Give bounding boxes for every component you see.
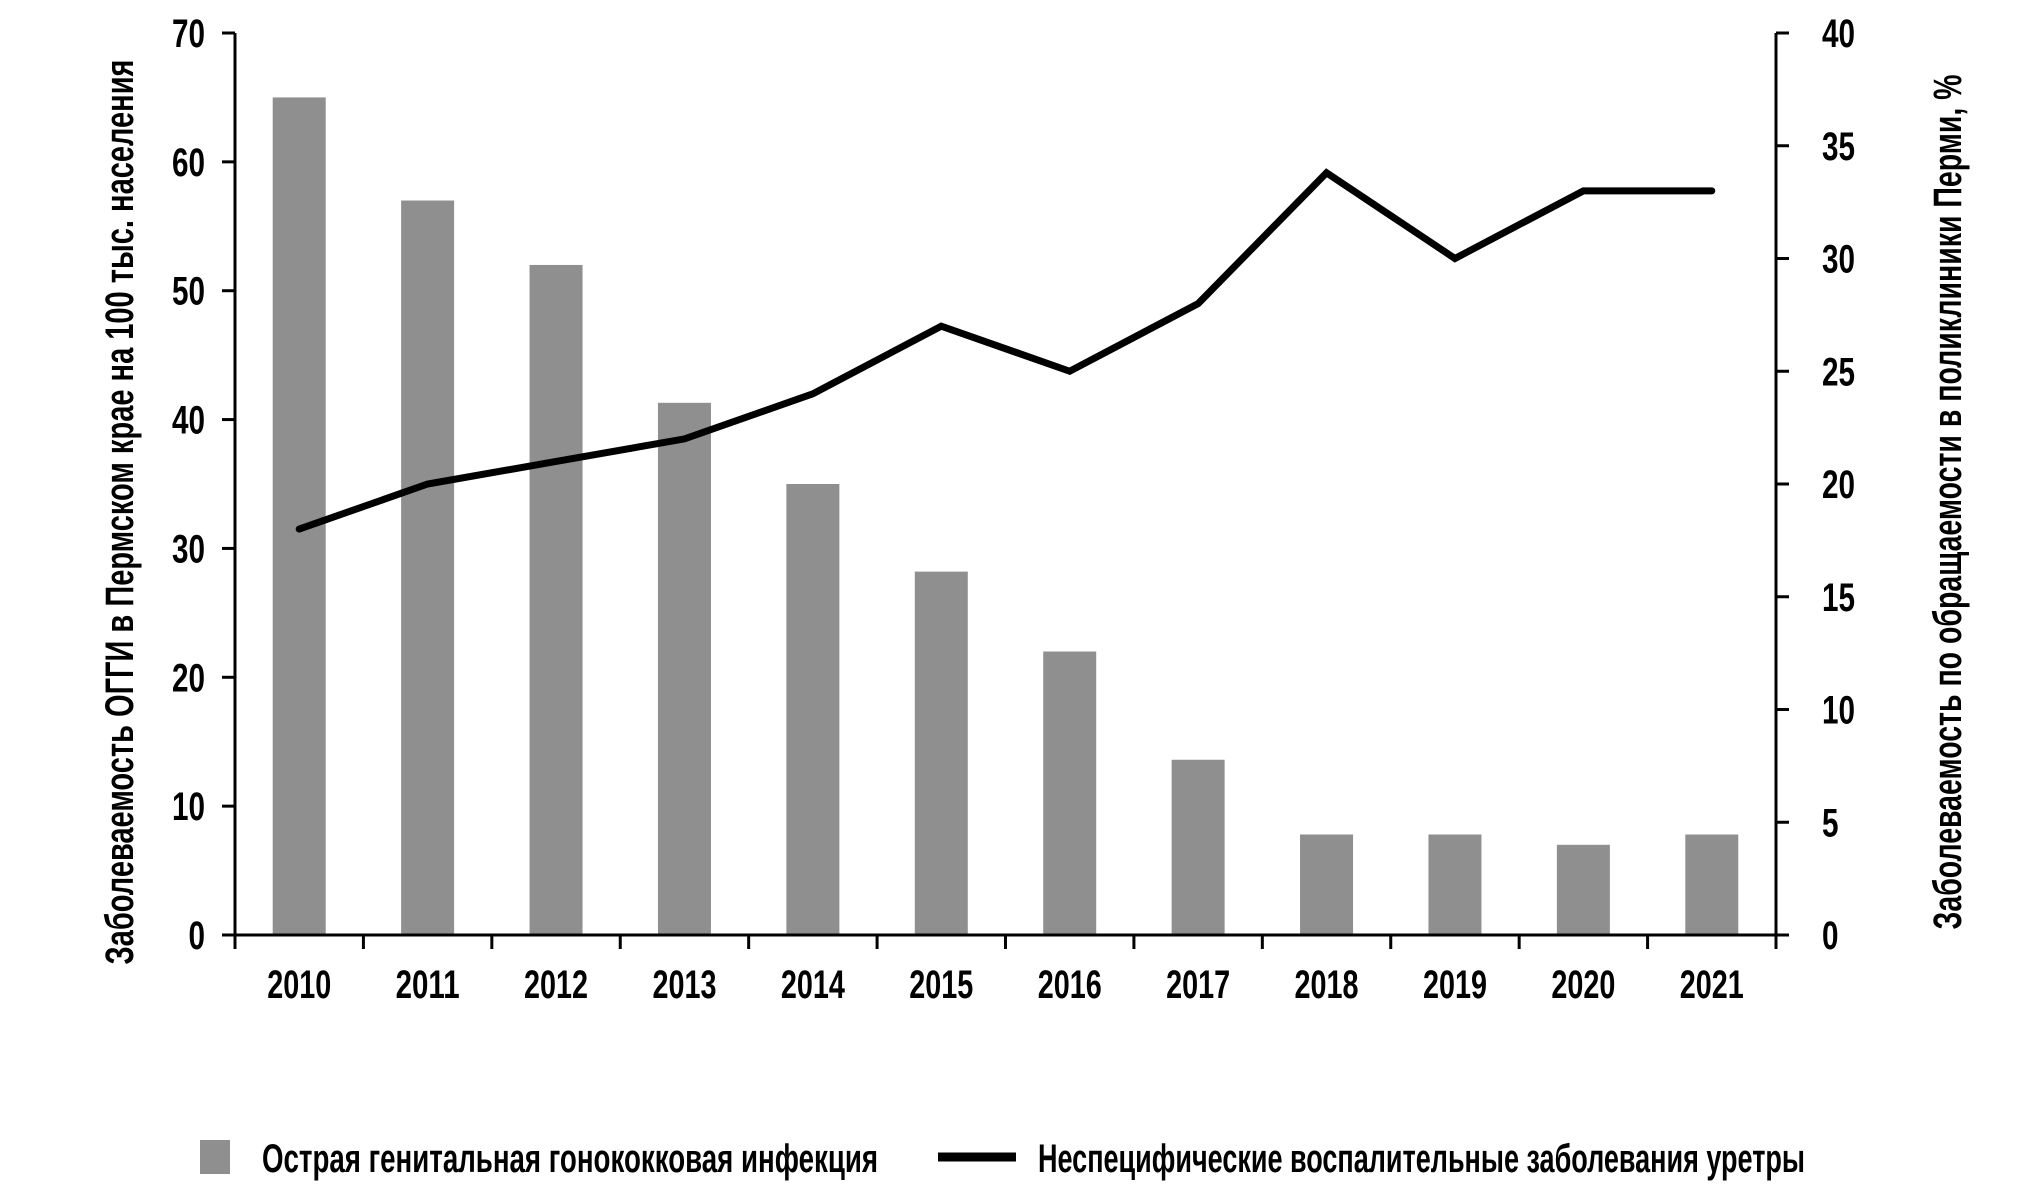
left-axis-tick-label-60: 60 <box>172 141 205 185</box>
bar-2018 <box>1300 834 1354 935</box>
x-axis-label-2016: 2016 <box>1038 963 1102 1007</box>
right-axis-tick-label-15: 15 <box>1822 576 1855 620</box>
line-series <box>295 168 1716 533</box>
x-axis-ticks: 2010 2011 2012 2013 2014 2015 2016 2017 2018 2019… <box>233 935 1778 1007</box>
bar-2013 <box>657 402 711 935</box>
right-axis-title: Заболеваемость по обращаемости в поликли… <box>1926 75 1970 930</box>
right-axis-tick-label-20: 20 <box>1822 463 1855 507</box>
right-axis-tick-label-30: 30 <box>1822 238 1855 282</box>
right-axis-tick-label-0: 0 <box>1822 914 1839 958</box>
x-axis-label-2015: 2015 <box>909 963 973 1007</box>
bar-2017 <box>1171 759 1225 935</box>
left-axis-tick-label-70: 70 <box>172 12 205 56</box>
bar-series <box>272 97 1739 935</box>
x-axis-label-2017: 2017 <box>1166 963 1230 1007</box>
bar-2021 <box>1685 834 1739 935</box>
bar-2015 <box>914 571 968 935</box>
x-axis-label-2013: 2013 <box>652 963 716 1007</box>
right-axis-tick-label-10: 10 <box>1822 689 1855 733</box>
left-axis-tick-label-10: 10 <box>172 785 205 829</box>
x-axis-label-2021: 2021 <box>1680 963 1744 1007</box>
trend-line <box>295 168 1716 533</box>
bar-2020 <box>1556 844 1610 935</box>
right-axis-ticks: 0 5 10 15 20 25 30 35 40 <box>1776 12 1855 958</box>
bar-2016 <box>1043 651 1097 935</box>
bar-2014 <box>786 484 840 935</box>
right-axis-tick-label-25: 25 <box>1822 350 1855 394</box>
x-axis-label-2018: 2018 <box>1295 963 1359 1007</box>
bar-2019 <box>1428 834 1482 935</box>
bar-2012 <box>529 264 583 935</box>
legend-line-label: Неспецифические воспалительные заболеван… <box>1038 1137 1805 1181</box>
legend: Острая генитальная гонококковая инфекция… <box>200 1137 1805 1181</box>
left-axis-tick-label-50: 50 <box>172 270 205 314</box>
right-axis-tick-label-5: 5 <box>1822 801 1839 845</box>
left-axis-tick-label-20: 20 <box>172 656 205 700</box>
right-axis-tick-label-35: 35 <box>1822 125 1855 169</box>
legend-bar-swatch <box>200 1140 230 1174</box>
x-axis-label-2011: 2011 <box>396 963 460 1007</box>
right-axis-tick-label-40: 40 <box>1822 12 1855 56</box>
left-axis-tick-label-40: 40 <box>172 399 205 443</box>
x-axis-label-2019: 2019 <box>1423 963 1487 1007</box>
left-axis-tick-label-30: 30 <box>172 527 205 571</box>
x-axis-label-2020: 2020 <box>1551 963 1615 1007</box>
x-axis-label-2012: 2012 <box>524 963 588 1007</box>
x-axis-label-2010: 2010 <box>267 963 331 1007</box>
left-axis-title: Заболеваемость ОГГИ в Пермском крае на 1… <box>98 59 142 964</box>
left-axis-ticks: 0 10 20 30 40 50 60 70 <box>172 12 235 958</box>
bar-2010 <box>272 97 326 935</box>
bar-2011 <box>401 200 455 935</box>
left-axis-tick-label-0: 0 <box>189 914 206 958</box>
legend-bar-label: Острая генитальная гонококковая инфекция <box>262 1137 878 1181</box>
x-axis-label-2014: 2014 <box>781 963 846 1007</box>
